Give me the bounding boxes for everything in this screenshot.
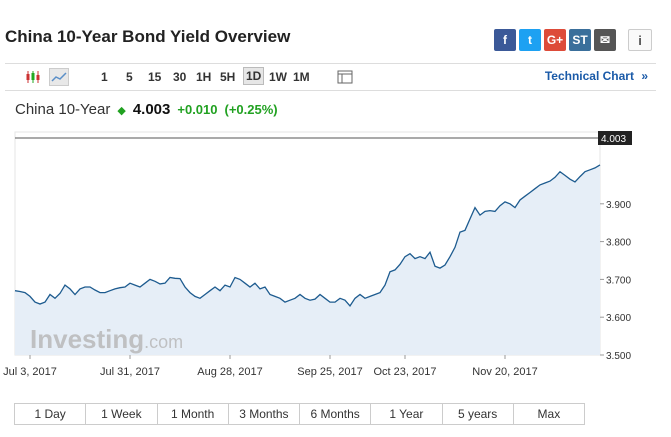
timeframe-15-button[interactable]: 15	[148, 70, 162, 84]
info-icon[interactable]: i	[628, 29, 652, 51]
timeframe-5-button[interactable]: 5	[126, 70, 133, 84]
watermark-suffix: .com	[144, 332, 183, 352]
candlestick-chart-icon[interactable]	[23, 68, 43, 86]
x-tick-label: Sep 25, 2017	[297, 366, 362, 378]
yield-chart: 3.500 3.600 3.700 3.800 3.900 4.003 Jul 3, 201…	[3, 131, 632, 378]
range-5-years-button[interactable]: 5 years	[442, 404, 514, 424]
up-arrow-icon: ◆	[117, 105, 126, 117]
timeframe-1-button[interactable]: 1	[101, 70, 108, 84]
last-price: 4.003	[132, 101, 171, 118]
price-change: +0.010	[177, 102, 218, 117]
investing-watermark: Investing.com	[30, 324, 183, 354]
watermark-brand: Investing	[30, 324, 144, 354]
layout-icon[interactable]	[335, 68, 355, 86]
share-bar: f t G+ ST ✉	[494, 29, 616, 51]
y-tick-label: 3.700	[606, 275, 631, 286]
range-6-months-button[interactable]: 6 Months	[300, 404, 372, 424]
google-plus-icon[interactable]: G+	[544, 29, 566, 51]
range-1-year-button[interactable]: 1 Year	[371, 404, 443, 424]
stocktwits-icon[interactable]: ST	[569, 29, 591, 51]
x-tick-label: Aug 28, 2017	[197, 366, 262, 378]
last-value-label: 4.003	[601, 134, 626, 145]
range-3-months-button[interactable]: 3 Months	[228, 404, 300, 424]
page-title: China 10-Year Bond Yield Overview	[5, 27, 291, 46]
area-chart-icon[interactable]	[49, 68, 69, 86]
x-tick-label: Jul 3, 2017	[3, 366, 57, 378]
twitter-icon[interactable]: t	[519, 29, 541, 51]
y-tick-label: 3.900	[606, 200, 631, 211]
last-value-box	[598, 131, 632, 145]
facebook-icon[interactable]: f	[494, 29, 516, 51]
x-tick-label: Nov 20, 2017	[472, 366, 537, 378]
quote-header: China 10-Year ◆ 4.003 +0.010 (+0.25%)	[15, 101, 278, 118]
instrument-name: China 10-Year	[15, 101, 111, 118]
y-tick-label: 3.600	[606, 313, 631, 324]
range-1-day-button[interactable]: 1 Day	[15, 404, 87, 424]
range-1-week-button[interactable]: 1 Week	[86, 404, 158, 424]
technical-chart-label: Technical Chart	[544, 69, 634, 83]
range-1-month-button[interactable]: 1 Month	[157, 404, 229, 424]
timeframe-1h-button[interactable]: 1H	[196, 70, 212, 84]
timeframe-30-button[interactable]: 30	[173, 70, 187, 84]
timeframe-1w-button[interactable]: 1W	[269, 70, 287, 84]
double-chevron-right-icon: »	[641, 69, 648, 83]
price-change-pct: (+0.25%)	[224, 102, 278, 117]
range-selector: 1 Day 1 Week 1 Month 3 Months 6 Months 1 Year…	[14, 403, 585, 425]
series-line	[14, 164, 601, 307]
x-tick-label: Jul 31, 2017	[100, 366, 160, 378]
series-area	[15, 164, 600, 355]
timeframe-1m-button[interactable]: 1M	[293, 70, 310, 84]
x-tick-label: Oct 23, 2017	[374, 366, 437, 378]
y-tick-label: 3.500	[606, 351, 631, 362]
email-icon[interactable]: ✉	[594, 29, 616, 51]
y-tick-label: 3.800	[606, 238, 631, 249]
technical-chart-link[interactable]: Technical Chart »	[545, 69, 648, 83]
timeframe-5h-button[interactable]: 5H	[220, 70, 236, 84]
chart-toolbar: 1 5 15 30 1H 5H 1D 1W 1M Technical Chart »	[5, 63, 656, 91]
range-max-button[interactable]: Max	[513, 404, 584, 424]
timeframe-1d-button[interactable]: 1D	[243, 67, 265, 85]
